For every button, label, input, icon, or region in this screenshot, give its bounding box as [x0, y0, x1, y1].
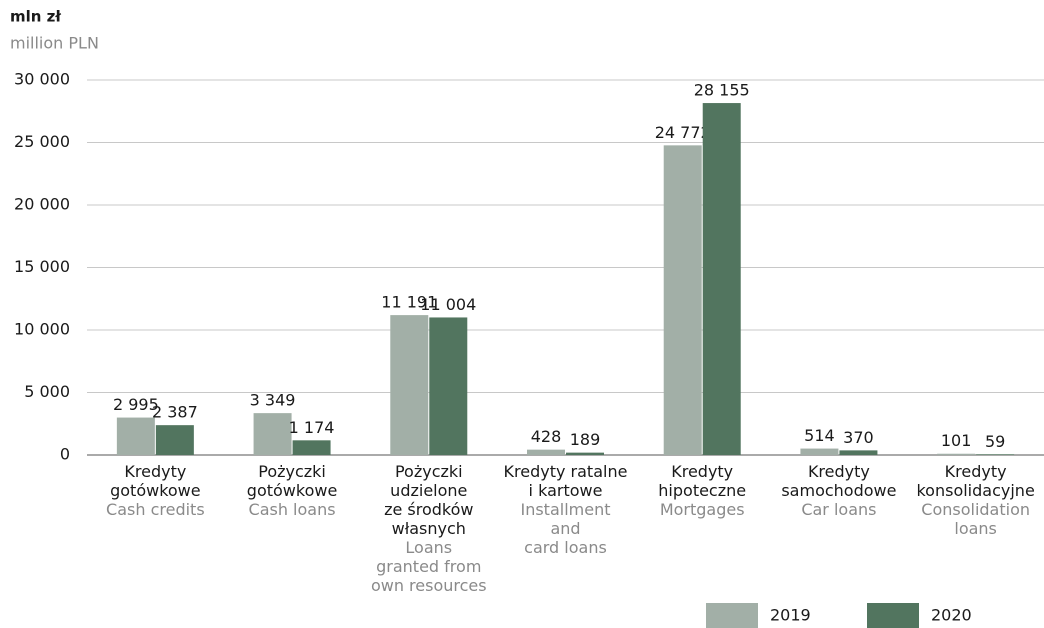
y-tick-label: 15 000	[14, 257, 70, 276]
bar	[253, 413, 292, 455]
legend-swatch	[867, 603, 919, 628]
x-tick-label-en: Loans granted from own resources	[370, 538, 487, 595]
x-tick-label-en: Car loans	[801, 500, 877, 519]
x-tick-label-en: Cash credits	[106, 500, 205, 519]
x-tick-label-en: Consolidation loans	[921, 500, 1030, 538]
y-tick-label: 5 000	[24, 382, 70, 401]
x-tick-label-box: Kredyty samochodowe Car loans	[771, 462, 908, 519]
x-tick-label: Pożyczki gotówkowe	[246, 462, 338, 500]
legend-label: 2020	[931, 606, 972, 625]
data-label: 370	[843, 428, 874, 447]
x-tick-label: Kredyty ratalne i kartowe	[503, 462, 628, 500]
bar	[566, 452, 604, 455]
legend-label: 2019	[770, 606, 811, 625]
bar	[663, 145, 702, 455]
bar	[937, 453, 976, 455]
data-label: 28 155	[694, 81, 750, 100]
bar	[292, 440, 331, 455]
x-tick-label-box: Pożyczki gotówkowe Cash loans	[224, 462, 361, 519]
data-label: 11 191	[381, 293, 437, 312]
bar	[429, 317, 468, 455]
bar	[527, 449, 565, 455]
y-axis-label-en: million PLN	[10, 34, 99, 53]
data-label: 59	[985, 432, 1005, 451]
x-tick-label-group: Pożyczki udzielone ze środków własnychLo…	[360, 462, 497, 595]
data-label: 24 772	[655, 123, 711, 142]
x-tick-label-en: Cash loans	[248, 500, 336, 519]
y-tick-label: 20 000	[14, 195, 70, 214]
x-tick-label: Kredyty gotówkowe	[110, 462, 201, 500]
data-label: 428	[531, 427, 562, 446]
data-label: 3 349	[250, 391, 296, 410]
x-tick-label-box: Pożyczki udzielone ze środków własnych Lo…	[360, 462, 497, 595]
bar	[800, 448, 839, 455]
x-tick-label: Kredyty samochodowe	[781, 462, 897, 500]
data-label: 189	[570, 430, 601, 449]
y-axis-label: mln zł	[10, 8, 61, 26]
data-label: 514	[804, 426, 835, 445]
y-tick-label: 10 000	[14, 320, 70, 339]
data-label: 2 387	[152, 403, 198, 422]
x-tick-label-en: Installment and card loans	[520, 500, 611, 557]
x-tick-label-box: Kredyty gotówkowe Cash credits	[87, 462, 224, 519]
x-tick-label: Kredyty konsolidacyjne	[916, 462, 1035, 500]
x-tick-label: Pożyczki udzielone ze środków własnych	[384, 462, 474, 538]
data-label: 1 174	[289, 418, 335, 437]
data-label: 2 995	[113, 395, 159, 414]
bar	[702, 103, 741, 455]
data-label: 11 004	[420, 295, 476, 314]
data-label: 101	[941, 431, 972, 450]
y-tick-label: 0	[60, 445, 70, 464]
x-tick-label: Kredyty hipoteczne	[658, 462, 747, 500]
y-tick-label: 30 000	[14, 70, 70, 89]
bar	[116, 417, 155, 455]
bar	[976, 454, 1015, 455]
bar	[390, 315, 429, 455]
x-tick-label-box: Kredyty hipoteczne Mortgages	[634, 462, 771, 519]
bar	[839, 450, 878, 455]
x-tick-label-en: Mortgages	[659, 500, 745, 519]
legend-swatch	[706, 603, 758, 628]
y-tick-label: 25 000	[14, 132, 70, 151]
bar	[155, 425, 194, 455]
x-tick-label-box: Kredyty ratalne i kartowe Installment and…	[497, 462, 634, 557]
x-tick-label-box: Kredyty konsolidacyjne Consolidation loan…	[907, 462, 1044, 538]
